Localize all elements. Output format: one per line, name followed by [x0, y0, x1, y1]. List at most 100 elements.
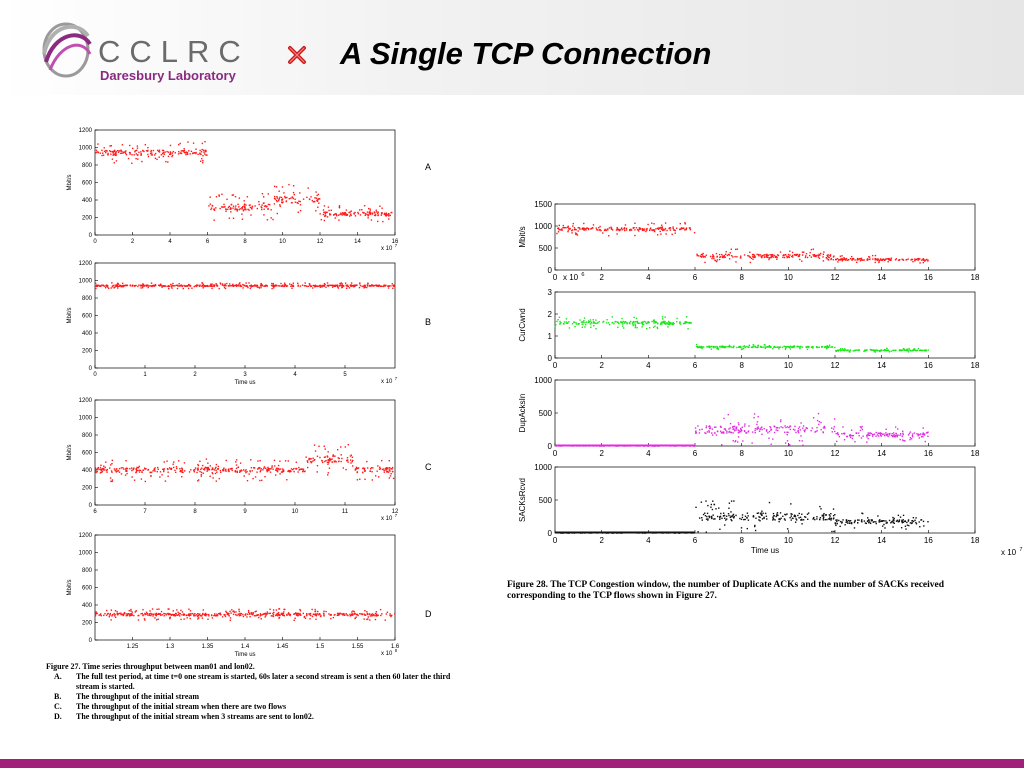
data-point — [891, 520, 894, 523]
data-point — [776, 256, 778, 259]
data-point — [359, 478, 361, 480]
data-point — [363, 468, 366, 471]
data-point — [267, 207, 269, 210]
data-point — [871, 435, 874, 437]
x-tick-label: 6 — [693, 449, 698, 458]
data-point — [756, 421, 759, 423]
data-point — [152, 285, 155, 287]
data-point — [95, 287, 97, 290]
x-tick-label: 8 — [739, 273, 744, 282]
data-point — [364, 614, 366, 616]
data-point — [728, 258, 731, 260]
data-point — [132, 468, 134, 471]
data-point — [751, 346, 753, 348]
y-tick-label: 200 — [82, 349, 93, 355]
data-point — [133, 467, 135, 469]
data-point — [350, 285, 352, 287]
data-point — [874, 349, 877, 352]
data-point — [236, 284, 239, 287]
data-point — [101, 149, 103, 152]
data-point — [367, 285, 369, 287]
data-point — [782, 515, 784, 518]
data-point — [338, 205, 341, 207]
data-point — [684, 321, 686, 323]
data-point — [751, 431, 754, 433]
data-point — [672, 322, 674, 324]
caption-item-text: The full test period, at time t=0 one st… — [76, 672, 451, 691]
data-point — [347, 461, 349, 463]
data-point — [831, 530, 833, 533]
data-point — [272, 609, 275, 611]
data-point — [885, 433, 887, 436]
data-point — [183, 149, 186, 152]
data-point — [798, 346, 800, 348]
data-point — [608, 227, 611, 229]
data-point — [190, 150, 193, 153]
data-point — [698, 517, 701, 519]
data-point — [923, 525, 925, 527]
data-point — [96, 468, 98, 471]
data-point — [161, 286, 163, 288]
data-point — [367, 616, 369, 618]
data-point — [241, 218, 244, 220]
data-point — [702, 256, 705, 258]
data-point — [389, 470, 391, 472]
data-point — [276, 613, 278, 616]
data-point — [239, 284, 242, 286]
data-point — [95, 285, 97, 287]
data-point — [825, 257, 828, 259]
data-point — [924, 259, 927, 261]
data-point — [559, 320, 561, 323]
data-point — [645, 230, 647, 233]
data-point — [634, 321, 636, 323]
data-point — [158, 151, 161, 153]
data-point — [913, 432, 916, 434]
data-point — [186, 153, 189, 155]
data-point — [228, 285, 231, 287]
data-point — [598, 226, 600, 229]
data-point — [262, 202, 265, 205]
data-point — [210, 208, 212, 211]
data-point — [656, 327, 659, 330]
data-point — [334, 284, 337, 287]
data-point — [387, 287, 390, 289]
x-tick-label: 6 — [93, 509, 97, 515]
data-point — [555, 324, 557, 326]
data-point — [312, 284, 314, 287]
data-point — [914, 260, 916, 262]
data-point — [299, 192, 301, 194]
data-point — [787, 253, 790, 256]
data-point — [280, 282, 282, 285]
data-point — [385, 613, 388, 615]
x-tick-label: 3 — [243, 372, 247, 378]
data-point — [754, 529, 757, 532]
x-tick-label: 14 — [354, 239, 361, 245]
data-point — [188, 150, 190, 152]
data-point — [695, 431, 697, 433]
data-point — [217, 465, 219, 468]
data-point — [180, 284, 182, 287]
data-point — [910, 259, 912, 261]
y-tick-label: 200 — [82, 621, 93, 627]
data-point — [161, 152, 164, 155]
data-point — [218, 612, 220, 615]
data-point — [386, 468, 388, 470]
data-point — [795, 519, 798, 521]
data-point — [871, 519, 873, 521]
data-point — [845, 519, 848, 522]
data-point — [690, 322, 693, 324]
data-point — [308, 613, 310, 615]
data-point — [389, 614, 391, 617]
data-point — [237, 203, 239, 206]
data-point — [239, 614, 242, 617]
bottom-accent-bar — [0, 759, 1024, 768]
data-point — [600, 229, 602, 232]
data-point — [732, 514, 734, 517]
data-point — [391, 467, 393, 470]
data-point — [363, 285, 365, 287]
data-point — [317, 198, 319, 200]
data-point — [156, 466, 159, 469]
data-point — [772, 516, 774, 518]
data-point — [161, 613, 163, 616]
data-point — [818, 257, 821, 259]
